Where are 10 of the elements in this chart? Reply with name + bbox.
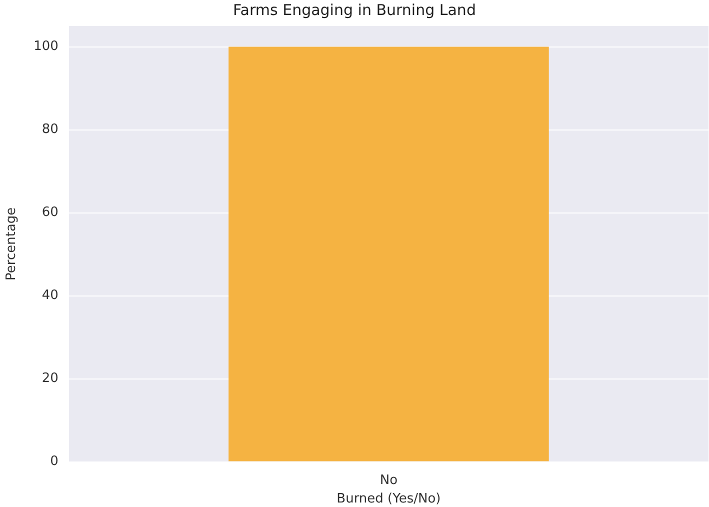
x-axis-title: Burned (Yes/No) [336,492,441,507]
y-tick-label: 60 [42,205,58,220]
y-tick-label: 20 [42,371,58,386]
y-tick-label: 100 [34,39,58,54]
x-tick-label: No [380,472,398,488]
y-axis-title: Percentage [4,207,20,280]
y-tick-label: 80 [42,122,58,138]
chart-title: Farms Engaging in Burning Land [233,0,476,19]
y-tick-label: 0 [50,454,58,470]
y-tick-label: 40 [42,288,58,304]
